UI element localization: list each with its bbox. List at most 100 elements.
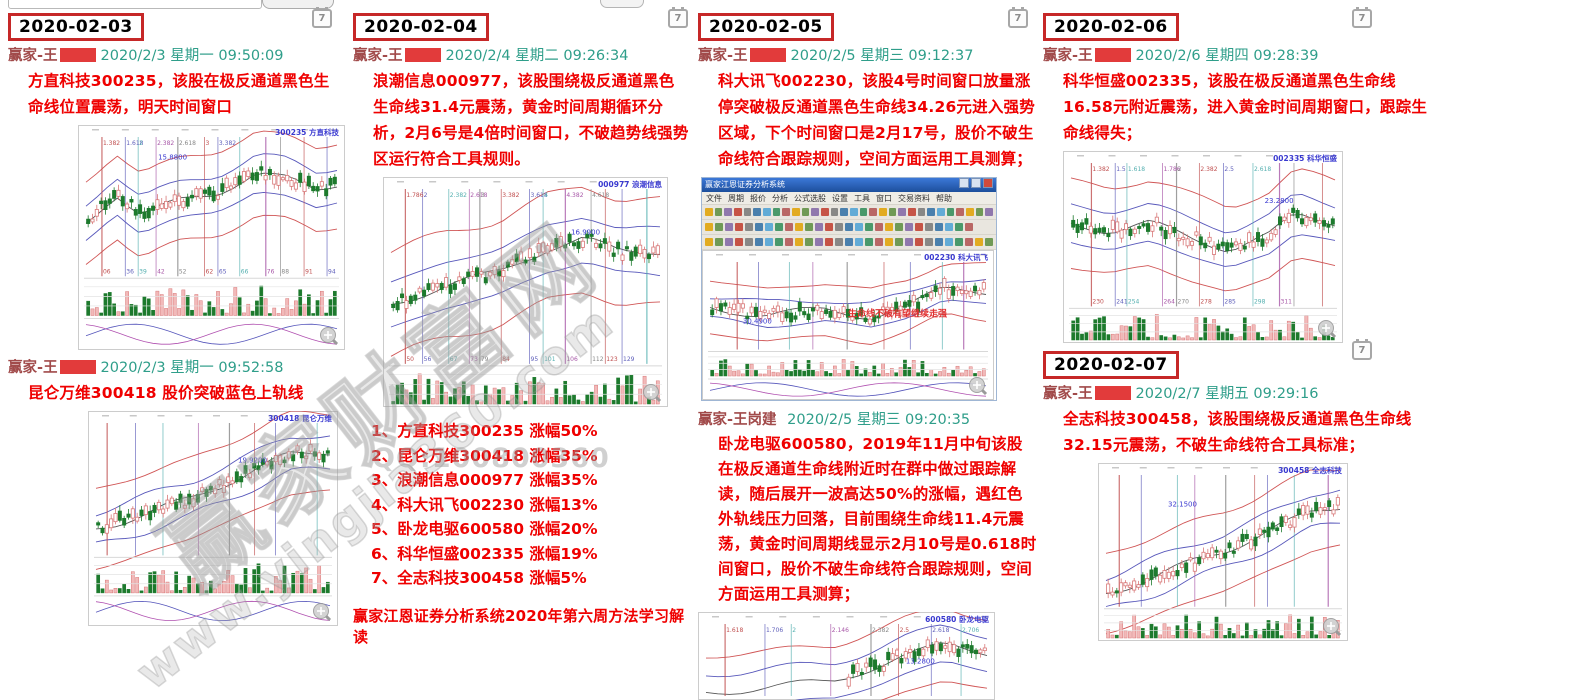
calendar-icon[interactable]: 7 [312,7,332,28]
redaction-box [59,360,96,374]
svg-text:254: 254 [1128,298,1140,305]
date-badge: 2020-02-03 [8,13,144,41]
svg-text:241: 241 [1116,298,1128,305]
post-text: 科华恒盛002335，该股在极反通道黑色生命线16.58元附近震荡，进入黄金时间… [1063,72,1428,142]
post-text: 科大讯飞002230，该股4号时间窗口放量涨停突破极反通道黑色生命线34.26元… [718,72,1035,168]
redaction-box [404,48,441,62]
window-toolbar [702,235,996,250]
svg-text:1.382: 1.382 [103,140,120,147]
svg-text:278: 278 [1200,298,1212,305]
svg-text:2.618: 2.618 [1254,166,1271,173]
svg-text:1.5: 1.5 [1116,166,1126,173]
svg-text:300235 方直科技: 300235 方直科技 [275,127,339,137]
zoom-icon[interactable] [1318,320,1337,339]
day-column-2020-02-04: 2020-02-04 赢家-王 2020/2/4 星期二 09:26:34 浪潮信… [353,0,690,647]
svg-text:1.618: 1.618 [726,627,743,634]
stock-chart[interactable]: 32.1500 300458 全志科技 [1098,463,1348,641]
post-meta: 赢家-王 2020/2/3 星期一 09:52:58 [8,356,345,377]
window-toolbar [702,205,996,220]
svg-text:2: 2 [424,192,428,199]
svg-text:300458 全志科技: 300458 全志科技 [1278,465,1342,475]
svg-text:4.618: 4.618 [592,192,609,199]
svg-text:600580 卧龙电驱: 600580 卧龙电驱 [925,614,989,624]
svg-text:生命线不破有望继续走强: 生命线不破有望继续走强 [848,307,947,319]
svg-text:002230 科大讯飞: 002230 科大讯飞 [924,252,988,262]
svg-text:15.8800: 15.8800 [158,153,187,161]
svg-text:2.706: 2.706 [962,627,979,634]
svg-text:3.382: 3.382 [219,140,236,147]
svg-text:112: 112 [592,356,604,363]
post-time: 2020/2/3 星期一 09:50:09 [100,48,284,64]
calendar-icon[interactable]: 7 [1352,339,1372,360]
day-column-2020-02-03: 2020-02-03 赢家-王 2020/2/3 星期一 09:50:09 方直科… [8,0,345,626]
stock-chart[interactable]: 1.618 1.706 2 2.146 2.382 2.5 2.618 2.706 13.280… [698,612,995,700]
svg-text:76: 76 [267,268,275,275]
svg-text:230: 230 [1092,298,1104,305]
author-name: 赢家-王 [353,48,403,64]
post-meta: 赢家-王 2020/2/6 星期四 09:28:39 [1043,44,1431,65]
svg-text:2: 2 [1178,166,1182,173]
redaction-box [1094,386,1131,400]
date-badge: 2020-02-04 [353,13,489,41]
svg-text:30.4900: 30.4900 [743,317,772,325]
svg-text:3.382: 3.382 [502,192,519,199]
author-name: 赢家-王岗建 [698,412,777,428]
analysis-software-window[interactable]: 赢家江恩证券分析系统 文件 周期 报价 分析 公式选股 设置 工具 窗口 交易资料 帮助 30.4… [701,177,997,401]
stock-chart[interactable]: 19.9200 300418 昆仑万维 [88,411,338,626]
svg-text:52: 52 [179,268,187,275]
calendar-icon[interactable]: 7 [668,7,688,28]
svg-text:2.382: 2.382 [157,140,174,147]
gainers-list: 1、方直科技300235 涨幅50% 2、昆仑万维300418 涨幅35% 3、浪潮… [371,422,598,587]
post-time: 2020/2/4 星期二 09:26:34 [445,48,629,64]
svg-text:79: 79 [481,356,489,363]
day-column-2020-02-05: 2020-02-05 赢家-王 2020/2/5 星期三 09:12:37 科大讯… [698,0,1037,700]
svg-text:1.382: 1.382 [1092,166,1109,173]
svg-text:91: 91 [305,268,313,275]
svg-text:2.146: 2.146 [832,627,849,634]
svg-text:101: 101 [544,356,556,363]
calendar-icon[interactable]: 7 [1352,7,1372,28]
redaction-box [749,48,786,62]
svg-text:264: 264 [1163,298,1175,305]
svg-text:2.5: 2.5 [1224,166,1234,173]
window-toolbar [702,220,996,235]
svg-text:1.618: 1.618 [126,140,143,147]
post-meta: 赢家-王岗建 2020/2/5 星期三 09:20:35 [698,408,1037,429]
zoom-icon[interactable] [643,384,662,403]
svg-text:06: 06 [103,268,111,275]
svg-text:19.9200: 19.9200 [238,457,267,465]
day-column-2020-02-06: 2020-02-06 赢家-王 2020/2/6 星期四 09:28:39 科华恒… [1043,0,1431,641]
svg-text:16.9900: 16.9900 [571,228,600,236]
zoom-icon[interactable] [320,327,339,346]
svg-text:1.706: 1.706 [766,627,783,634]
svg-text:311: 311 [1281,298,1293,305]
svg-text:3.618: 3.618 [531,192,548,199]
post-time: 2020/2/6 星期四 09:28:39 [1135,48,1319,64]
window-title: 赢家江恩证券分析系统 [705,180,785,189]
post-text: 方直科技300235，该股在极反通道黑色生命线位置震荡，明天时间窗口 [28,72,330,116]
svg-text:42: 42 [157,268,165,275]
zoom-icon[interactable] [969,377,988,396]
post-time: 2020/2/5 星期三 09:12:37 [790,48,974,64]
post-text: 卧龙电驱600580，2019年11月中旬该股在极反通道生命线附近时在群中做过跟… [718,435,1037,603]
svg-text:002335 科华恒盛: 002335 科华恒盛 [1273,153,1337,163]
svg-text:3: 3 [206,140,210,147]
svg-text:1.786: 1.786 [1163,166,1180,173]
calendar-icon[interactable]: 7 [1008,7,1028,28]
post-time: 2020/2/5 星期三 09:20:35 [787,412,971,428]
svg-text:2.5: 2.5 [900,627,910,634]
svg-text:285: 285 [1224,298,1236,305]
svg-text:2: 2 [792,627,796,634]
svg-text:94: 94 [328,268,336,275]
post-time: 2020/2/3 星期一 09:52:58 [100,360,284,376]
svg-text:50: 50 [406,356,414,363]
zoom-icon[interactable] [313,603,332,622]
svg-text:300418 昆仑万维: 300418 昆仑万维 [268,413,332,423]
svg-text:65: 65 [219,268,227,275]
svg-text:39: 39 [139,268,147,275]
search-input[interactable] [8,0,262,9]
